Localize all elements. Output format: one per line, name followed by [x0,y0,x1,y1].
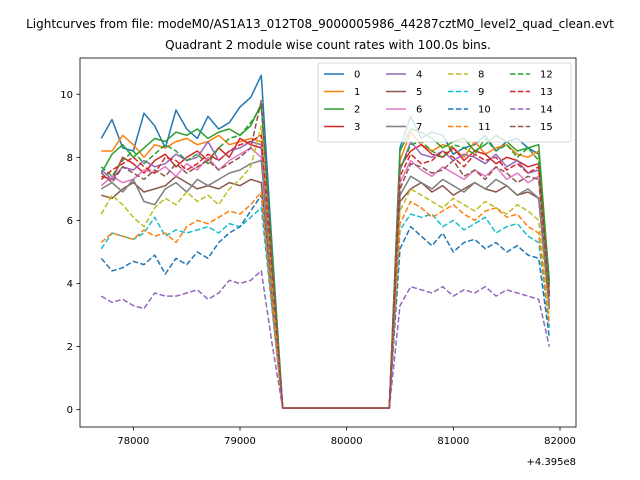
y-tick-label: 10 [60,90,73,101]
legend-label-1: 1 [354,87,360,98]
chart-title: Quadrant 2 module wise count rates with … [165,38,491,52]
y-tick-label: 4 [67,279,73,290]
legend-label-6: 6 [416,105,422,116]
series-line-10 [100,194,551,409]
legend-label-13: 13 [540,87,553,98]
legend-label-10: 10 [478,105,491,116]
legend-box [317,62,572,143]
legend-label-11: 11 [478,122,491,133]
y-tick-label: 0 [67,405,73,416]
y-tick-label: 6 [67,216,73,227]
legend-label-0: 0 [354,70,360,81]
series-line-15 [100,99,551,409]
axes-frame [79,57,577,428]
legend-label-3: 3 [354,122,360,133]
y-axis: 0 2 4 6 8 10 [60,90,80,416]
x-tick-label: 78000 [117,436,149,447]
series-line-8 [100,125,551,409]
legend-label-14: 14 [540,105,553,116]
series-line-11 [100,191,551,409]
x-tick-label: 81000 [437,436,469,447]
legend-label-9: 9 [478,87,484,98]
y-tick-label: 2 [67,342,73,353]
x-tick-label: 82000 [544,436,576,447]
legend-label-5: 5 [416,87,422,98]
x-tick-label: 79000 [224,436,256,447]
plot-lines [100,74,551,409]
y-tick-label: 8 [67,153,73,164]
legend-label-8: 8 [478,70,484,81]
figure-suptitle: Lightcurves from file: modeM0/AS1A13_012… [26,17,614,31]
legend-label-12: 12 [540,70,553,81]
legend-label-7: 7 [416,122,422,133]
legend-label-2: 2 [354,105,360,116]
legend-label-4: 4 [416,70,422,81]
x-tick-label: 80000 [331,436,363,447]
x-offset-label: +4.395e8 [526,457,576,468]
legend-label-15: 15 [540,122,553,133]
x-axis: 78000 79000 80000 81000 82000 [117,427,576,447]
series-line-14 [100,270,551,409]
